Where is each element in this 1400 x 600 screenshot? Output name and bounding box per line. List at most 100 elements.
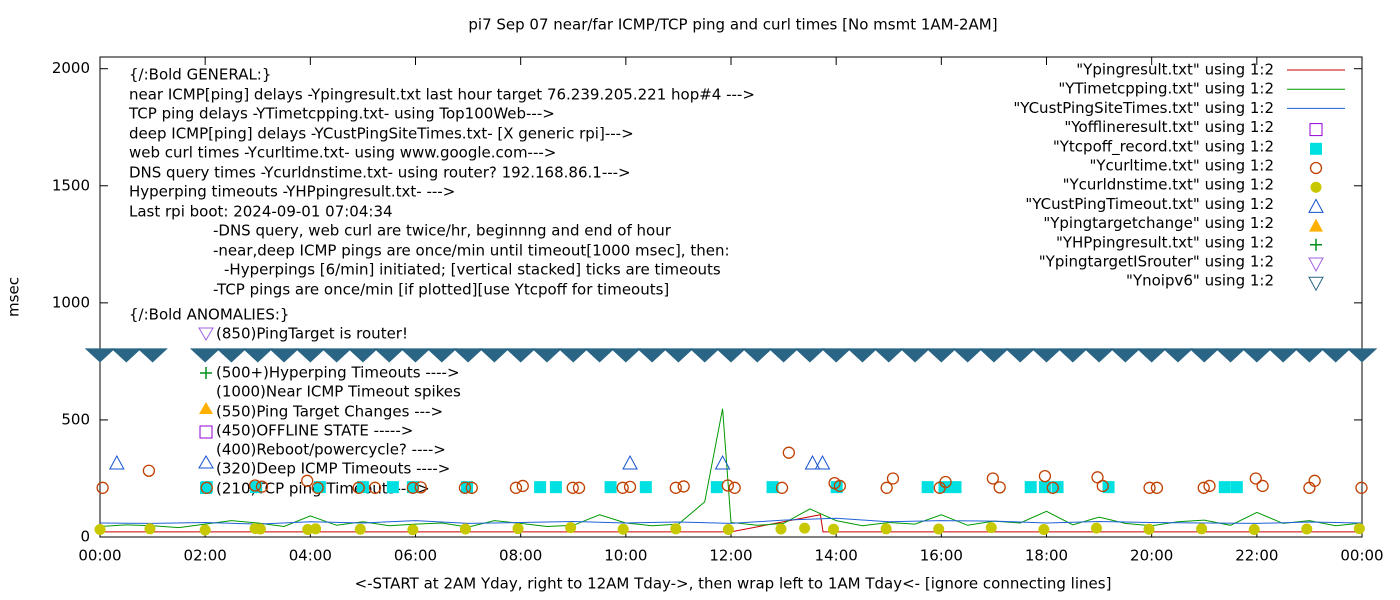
data-point [406, 481, 420, 494]
legend-swatch [1308, 198, 1324, 213]
data-point [814, 454, 831, 470]
data-point [400, 348, 431, 363]
legend-label: "YCustPingSiteTimes.txt" using 1:2 [1013, 99, 1274, 117]
data-point [766, 481, 779, 494]
data-point [1038, 524, 1050, 536]
data-point [295, 348, 326, 363]
x-tick-label: 12:00 [709, 547, 752, 565]
data-point [689, 348, 720, 363]
data-point [985, 522, 997, 534]
data-point [268, 348, 300, 363]
annotation: Last rpi boot: 2024-09-01 07:04:34 [129, 203, 393, 221]
data-point [833, 479, 846, 493]
data-point [479, 348, 510, 363]
data-point [1046, 481, 1059, 494]
y-axis-label: msec [5, 277, 23, 317]
legend-label: "Ynoipv6" using 1:2 [1126, 272, 1274, 290]
data-point [1031, 348, 1062, 363]
annotation: -Hyperpings [6/min] initiated; [vertical… [224, 261, 721, 279]
data-point [465, 481, 478, 494]
data-point [939, 475, 952, 489]
data-point [728, 481, 741, 494]
y-tick-label: 2000 [52, 59, 90, 77]
data-point [414, 481, 427, 494]
data-point [189, 348, 221, 363]
data-point [352, 481, 365, 494]
data-point [986, 472, 1000, 485]
data-point [1346, 348, 1378, 363]
data-point [1162, 348, 1194, 363]
data-point [639, 481, 652, 494]
data-point [1110, 348, 1141, 363]
x-tick-label: 00:00 [78, 547, 121, 565]
data-point [111, 348, 142, 363]
legend-label: "YCustPingTimeout.txt" using 1:2 [1025, 195, 1274, 213]
legend-label: "Ytcpoff_record.txt" using 1:2 [1053, 137, 1274, 156]
data-point [1256, 479, 1269, 493]
data-point [1057, 348, 1089, 363]
data-point [1090, 522, 1102, 534]
data-point [509, 481, 523, 494]
legend-label: "Yofflineresult.txt" using 1:2 [1064, 118, 1274, 136]
annotation: -TCP pings are once/min [if plotted][use… [213, 281, 669, 299]
data-point [144, 523, 156, 535]
data-point [782, 446, 795, 459]
legend-label: "Ycurldnstime.txt" using 1:2 [1063, 176, 1274, 194]
icon [199, 425, 213, 439]
data-point [714, 454, 731, 470]
data-point [775, 523, 787, 535]
data-point [311, 481, 324, 494]
data-point [873, 348, 905, 363]
annotation: (550)Ping Target Changes ---> [216, 403, 443, 421]
data-point [1096, 479, 1109, 493]
data-point [458, 481, 472, 494]
annotation: (450)OFFLINE STATE -----> [216, 422, 413, 440]
data-point [531, 348, 563, 363]
data-point [949, 481, 962, 494]
data-point [1143, 523, 1155, 535]
data-point [321, 348, 352, 363]
data-point [721, 479, 734, 492]
data-point [216, 348, 247, 363]
data-point [572, 481, 586, 494]
data-point [512, 523, 524, 535]
data-point [742, 348, 773, 363]
legend-swatch [1309, 218, 1323, 232]
data-point [386, 481, 399, 494]
annotation: {/:Bold ANOMALIES:} [129, 306, 289, 324]
data-point [1320, 348, 1351, 363]
legend-swatch [1308, 257, 1324, 273]
data-point [94, 524, 106, 536]
chart-title: pi7 Sep 07 near/far ICMP/TCP ping and cu… [468, 16, 997, 34]
annotation: (320)Deep ICMP Timeouts ----> [216, 460, 450, 478]
data-point [534, 481, 547, 494]
data-point [636, 348, 668, 363]
annotation: -DNS query, web curl are twice/hr, begin… [213, 222, 672, 240]
data-point [1353, 523, 1365, 535]
data-point [820, 348, 852, 363]
data-point [557, 348, 589, 363]
data-point [459, 523, 471, 535]
data-point [775, 481, 789, 494]
x-tick-label: 00:00 [1340, 547, 1383, 565]
data-point [1308, 474, 1321, 487]
data-point [610, 348, 642, 363]
legend-label: "YHPpingresult.txt" using 1:2 [1056, 233, 1274, 251]
data-point [993, 481, 1006, 494]
data-point [670, 523, 682, 535]
data-point [516, 479, 529, 493]
data-point [847, 348, 878, 363]
data-point [248, 479, 262, 492]
data-point [1248, 524, 1260, 536]
data-point [96, 481, 109, 494]
data-point [426, 348, 458, 363]
data-point [301, 474, 314, 487]
data-point [1301, 523, 1313, 535]
data-point [926, 348, 957, 363]
x-tick-label: 08:00 [499, 547, 542, 565]
data-point [302, 524, 314, 536]
y-tick-label: 0 [80, 528, 90, 546]
data-point [1196, 523, 1208, 535]
data-point [452, 348, 484, 363]
data-point [354, 523, 366, 535]
